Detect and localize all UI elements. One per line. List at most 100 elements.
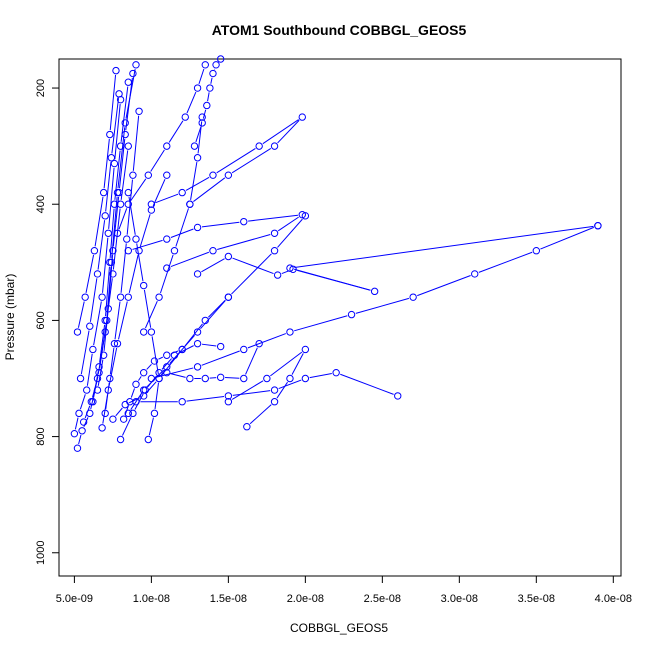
series-segment [281, 270, 290, 275]
series-segment [216, 148, 256, 174]
series-segment [99, 324, 107, 369]
series-21 [119, 345, 186, 423]
series-segment [108, 255, 114, 305]
series-segment [103, 313, 109, 351]
data-point [124, 78, 132, 86]
data-point [141, 386, 149, 394]
series-segment [103, 138, 110, 189]
data-point [216, 373, 225, 382]
data-point [301, 345, 310, 354]
data-point [163, 264, 171, 272]
plot-area [70, 55, 602, 452]
series-segment [109, 347, 115, 375]
series-segment [210, 77, 213, 84]
series-segment [245, 347, 258, 375]
data-point [73, 444, 82, 452]
series-12 [190, 55, 225, 150]
series-10 [147, 113, 306, 208]
data-point [212, 61, 220, 69]
data-point [198, 113, 206, 121]
series-24 [93, 69, 137, 394]
data-point [121, 400, 129, 409]
data-point [240, 217, 248, 226]
data-point [163, 142, 171, 150]
data-point [370, 287, 379, 296]
data-point [81, 293, 89, 301]
series-segment [114, 103, 121, 160]
series-segment [159, 254, 174, 294]
series-segment [154, 382, 159, 410]
series-segment [168, 120, 184, 143]
y-axis-label: Pressure (mbar) [3, 274, 17, 361]
series-segment [276, 381, 288, 399]
data-point [178, 188, 186, 197]
series-segment [201, 350, 240, 366]
series-segment [225, 377, 240, 379]
data-point [132, 380, 140, 389]
x-tick-label: 1.5e-08 [210, 593, 247, 605]
series-segment [248, 214, 298, 222]
series-segment [124, 405, 129, 416]
data-point [163, 171, 171, 179]
data-point [240, 374, 248, 383]
data-point [298, 210, 306, 219]
chart-title: ATOM1 Southbound COBBGL_GEOS5 [212, 22, 467, 38]
data-point [104, 386, 112, 394]
series-segment [86, 353, 93, 386]
data-point [90, 246, 99, 255]
data-point [332, 368, 340, 377]
series-segment [126, 179, 133, 235]
series-segment [136, 243, 144, 282]
data-point [347, 310, 356, 319]
series-22 [163, 339, 263, 383]
series-segment [270, 351, 303, 377]
series-segment [112, 208, 121, 270]
series-segment [130, 388, 135, 398]
data-point [394, 392, 402, 400]
series-7 [147, 222, 602, 383]
data-point [147, 206, 156, 214]
data-point [255, 142, 263, 150]
series-segment [102, 237, 109, 293]
data-point [106, 258, 114, 267]
series-segment [130, 393, 142, 410]
data-point [86, 322, 94, 330]
series-23 [73, 66, 120, 336]
data-point [124, 188, 132, 197]
series-segment [158, 356, 164, 360]
data-point [224, 398, 233, 406]
data-point [124, 142, 132, 150]
series-segment [78, 434, 82, 445]
x-tick-label: 4.0e-08 [595, 593, 632, 605]
data-point [224, 252, 233, 261]
series-segment [119, 138, 126, 189]
series-segment [175, 208, 189, 247]
data-point [270, 229, 279, 237]
series-8 [224, 345, 310, 431]
data-point [139, 281, 148, 290]
data-point [124, 409, 132, 418]
series-segment [169, 334, 196, 364]
data-point [150, 357, 159, 365]
data-point [193, 223, 202, 232]
data-point [155, 293, 163, 301]
series-segment [80, 330, 90, 375]
data-point [193, 154, 202, 162]
data-point [190, 142, 199, 150]
data-point [89, 345, 97, 354]
series-segment [231, 253, 272, 295]
data-point [186, 200, 194, 208]
series-segment [109, 74, 117, 131]
data-point [209, 171, 217, 179]
data-point [124, 200, 132, 208]
series-segment [102, 394, 109, 424]
series-segment [79, 394, 86, 410]
series-segment [155, 193, 179, 204]
series-segment [207, 92, 210, 102]
data-point [119, 415, 128, 423]
series-segment [170, 251, 210, 268]
data-point [109, 415, 117, 423]
data-point [209, 246, 217, 255]
series-segment [118, 301, 128, 340]
series-segment [97, 359, 104, 386]
